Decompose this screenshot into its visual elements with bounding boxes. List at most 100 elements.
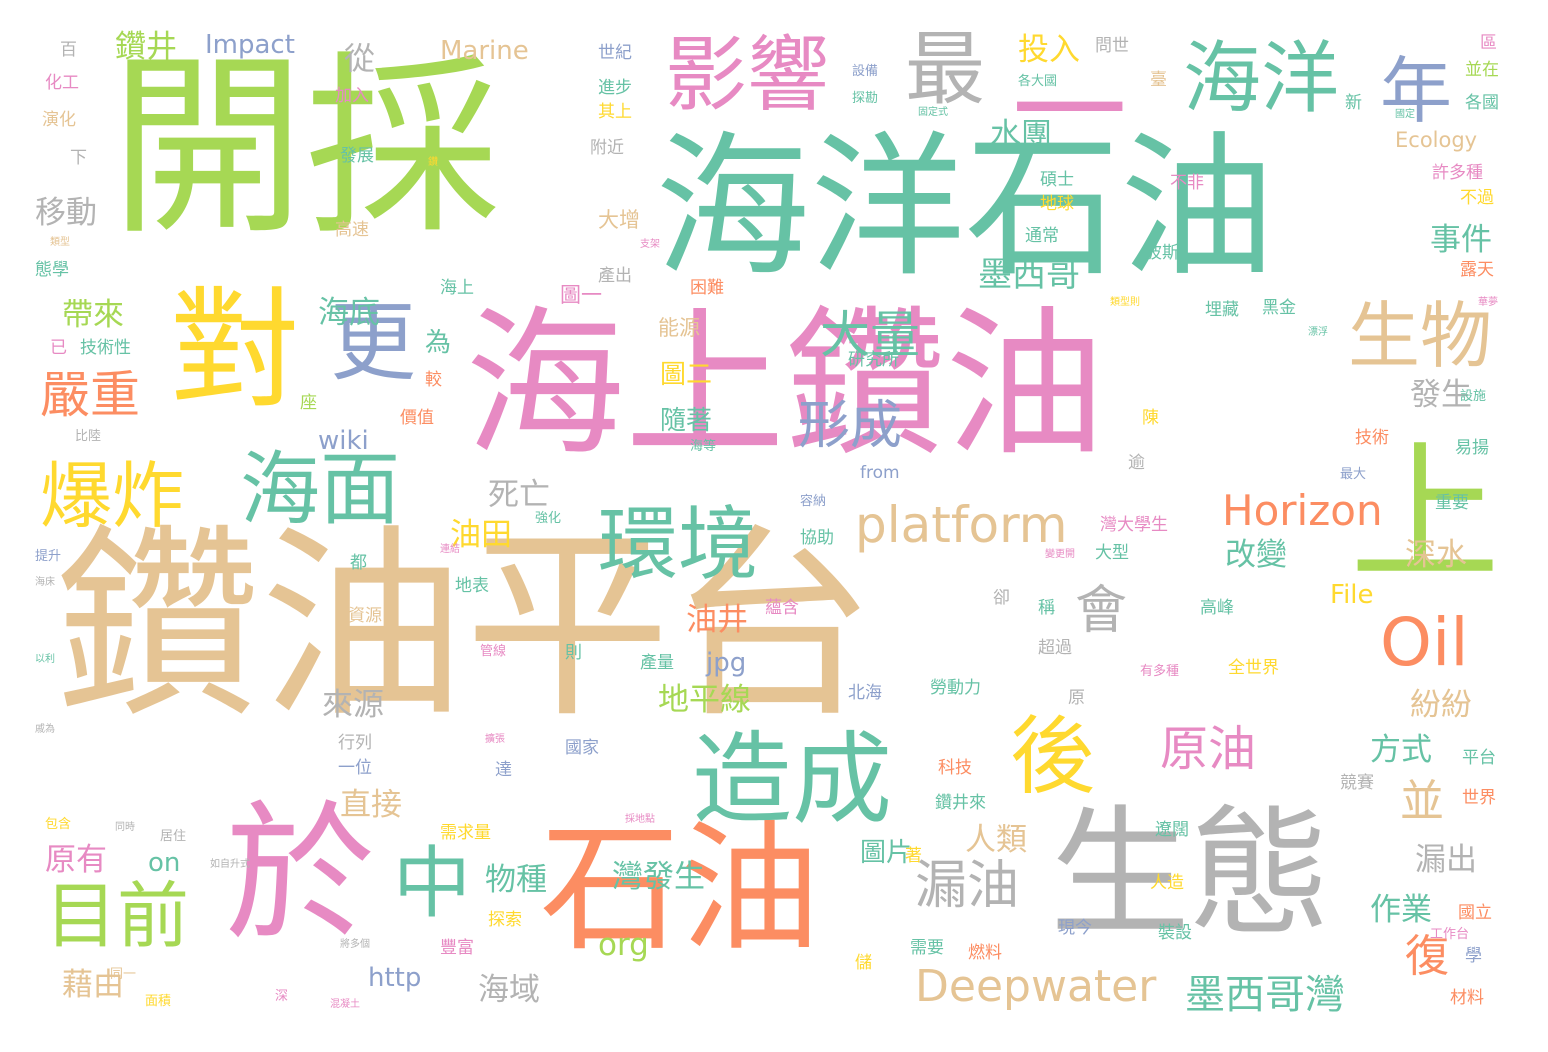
word-several: 將多個 [340, 939, 370, 950]
word-accommodate: 容納 [800, 494, 827, 509]
word-chen: 陳 [1142, 408, 1159, 428]
word-file-en: File [1330, 580, 1374, 610]
word-wiki-en: wiki [318, 426, 369, 456]
word-resources: 資源 [348, 606, 382, 626]
word-marine-en: Marine [440, 36, 529, 66]
word-method: 方式 [1370, 732, 1432, 768]
word-area-size: 面積 [145, 994, 172, 1009]
word-tech-skill: 技術 [1355, 428, 1389, 448]
word-one-after-another: 紛紛 [1410, 687, 1472, 723]
word-institute: 研究所 [848, 350, 899, 370]
word-concrete: 混凝土 [330, 999, 360, 1010]
word-from-en: from [860, 463, 900, 483]
word-demand: 需求量 [440, 823, 491, 843]
word-change-open: 變更開 [1045, 549, 1075, 560]
word-peak: 高峰 [1200, 598, 1234, 618]
word-offshore: 海上 [440, 278, 474, 298]
word-technical: 技術性 [80, 338, 131, 358]
word-join: 加入 [335, 86, 369, 106]
word-ing: 著 [905, 846, 922, 866]
word-large-amount: 大量 [820, 306, 920, 364]
word-store: 儲 [855, 953, 872, 973]
word-competition: 競賽 [1340, 773, 1374, 793]
word-include: 包含 [45, 817, 72, 832]
word-source: 來源 [322, 687, 384, 723]
word-huameng: 華夢 [1478, 297, 1498, 308]
word-platform-en: platform [855, 496, 1068, 554]
word-drill-come: 鑽井來 [935, 793, 986, 813]
word-study: 學 [1465, 946, 1482, 966]
word-north-sea: 北海 [848, 683, 882, 703]
word-fixed-type: 固定式 [918, 107, 948, 118]
word-strengthen: 強化 [535, 511, 562, 526]
word-facility: 設施 [1460, 389, 1487, 404]
word-human: 人類 [965, 822, 1027, 858]
word-middle: 中 [393, 839, 472, 929]
word-http-en: http [368, 963, 422, 993]
word-type-rule: 類型則 [1110, 297, 1140, 308]
word-at: 於 [225, 788, 376, 962]
word-will: 會 [1075, 581, 1128, 641]
word-one-person: 一位 [338, 758, 372, 778]
word-evolution: 演化 [42, 110, 76, 130]
word-connect: 連結 [440, 544, 460, 555]
word-progress: 進步 [598, 78, 632, 98]
word-petroleum: 石油 [540, 808, 821, 971]
word-environment: 環境 [598, 498, 758, 591]
word-many-kinds: 有多種 [1140, 664, 1180, 679]
word-surge: 大增 [598, 208, 640, 232]
word-need: 需要 [910, 938, 944, 958]
word-change: 改變 [1225, 537, 1287, 573]
word-rich: 豐富 [440, 938, 474, 958]
word-value: 價值 [400, 408, 434, 428]
word-energy: 能源 [658, 316, 700, 340]
word-direct: 直接 [340, 787, 402, 823]
word-development: 發展 [340, 146, 374, 166]
word-pipeline: 管線 [480, 644, 507, 659]
word-up: 上 [1350, 428, 1501, 602]
word-black-gold: 黑金 [1262, 298, 1296, 318]
word-along-with: 隨著 [660, 406, 713, 436]
word-simultaneously: 同時 [115, 822, 135, 833]
word-gulf-occur: 灣發生 [612, 859, 705, 895]
word-debut: 問世 [1095, 36, 1129, 56]
word-country: 國家 [565, 738, 599, 758]
word-extraction-site: 採地點 [625, 814, 655, 825]
word-already: 已 [50, 338, 67, 358]
word-production: 產量 [640, 653, 674, 673]
word-exploration: 探勘 [852, 91, 879, 106]
word-however: 不過 [1460, 188, 1494, 208]
word-masters: 碩士 [1040, 170, 1074, 190]
word-floating: 漂浮 [1308, 327, 1328, 338]
word-hundred: 百 [60, 40, 77, 60]
word-persia: 波斯 [1145, 243, 1179, 263]
word-from: 從 [338, 42, 374, 73]
word-area: 區 [1480, 33, 1497, 53]
word-oilfield: 油田 [450, 517, 512, 553]
word-jpg-en: jpg [706, 648, 747, 678]
word-expand: 擴張 [485, 734, 505, 745]
word-artificial: 人造 [1150, 873, 1184, 893]
word-install: 裝設 [1158, 923, 1192, 943]
word-world: 世界 [1462, 788, 1496, 808]
word-largest: 最大 [1340, 467, 1367, 482]
word-extraction: 開採 [110, 34, 500, 261]
word-tai: 臺 [1150, 70, 1167, 90]
word-national-fixed: 國定 [1395, 109, 1415, 120]
word-earth: 地球 [1040, 194, 1074, 214]
word-technology: 科技 [938, 758, 972, 778]
word-workbench: 工作台 [1430, 927, 1470, 942]
word-yet: 卻 [993, 588, 1010, 608]
word-currently: 目前 [45, 874, 190, 958]
word-vast: 遼闊 [1155, 820, 1189, 840]
word-same: 同一 [110, 967, 137, 982]
word-gulf-of-mexico: 墨西哥灣 [1185, 972, 1345, 1018]
word-nowadays: 現今 [1058, 918, 1092, 938]
word-ranks: 行列 [338, 733, 372, 753]
word-form: 形成 [798, 396, 903, 456]
word-and-at: 並在 [1465, 60, 1499, 80]
word-important: 重要 [1435, 493, 1469, 513]
word-platform-small: 平台 [1462, 748, 1496, 768]
word-whole-world: 全世界 [1228, 658, 1279, 678]
